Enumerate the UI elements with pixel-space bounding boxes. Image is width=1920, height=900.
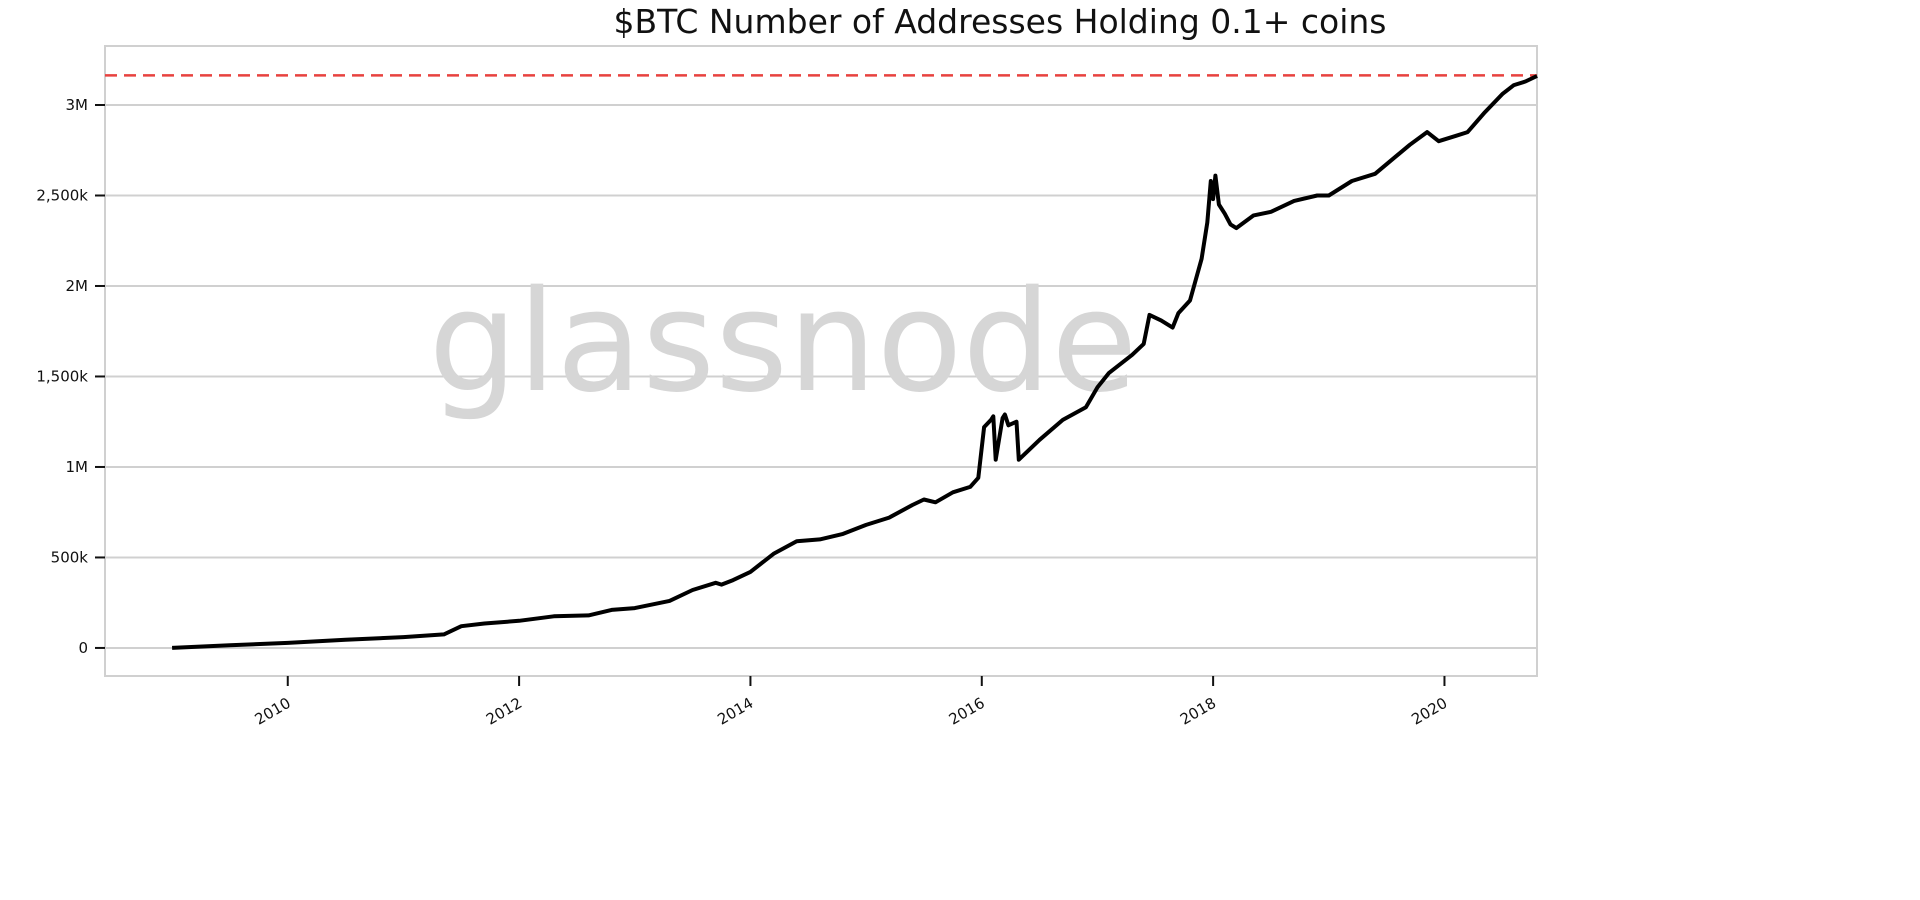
- plot-frame: [104, 45, 1538, 677]
- x-tick-label: 2014: [714, 694, 756, 729]
- y-tick-label: 1M: [66, 458, 89, 476]
- gridlines: [105, 104, 1537, 649]
- watermark: glassnode: [429, 261, 1138, 424]
- x-tick-label: 2010: [252, 694, 294, 729]
- x-tick-label: 2016: [946, 694, 988, 729]
- y-tick-label: 1,500k: [36, 367, 88, 385]
- y-tick-label: 2,500k: [36, 186, 88, 204]
- y-tick-label: 3M: [66, 96, 89, 114]
- chart-title: $BTC Number of Addresses Holding 0.1+ co…: [613, 2, 1386, 41]
- y-tick-label: 0: [78, 639, 88, 657]
- y-tick-label: 2M: [66, 277, 89, 295]
- x-tick-label: 2012: [483, 694, 525, 729]
- y-tick-label: 500k: [51, 548, 89, 566]
- x-axis: 2010 2012 2014 2016 2018 2020: [252, 676, 1450, 729]
- series-line: [172, 74, 1538, 650]
- x-tick-label: 2018: [1177, 694, 1219, 729]
- x-tick-label: 2020: [1408, 694, 1450, 729]
- y-axis: 0 500k 1M 1,500k 2M 2,500k 3M: [36, 96, 105, 657]
